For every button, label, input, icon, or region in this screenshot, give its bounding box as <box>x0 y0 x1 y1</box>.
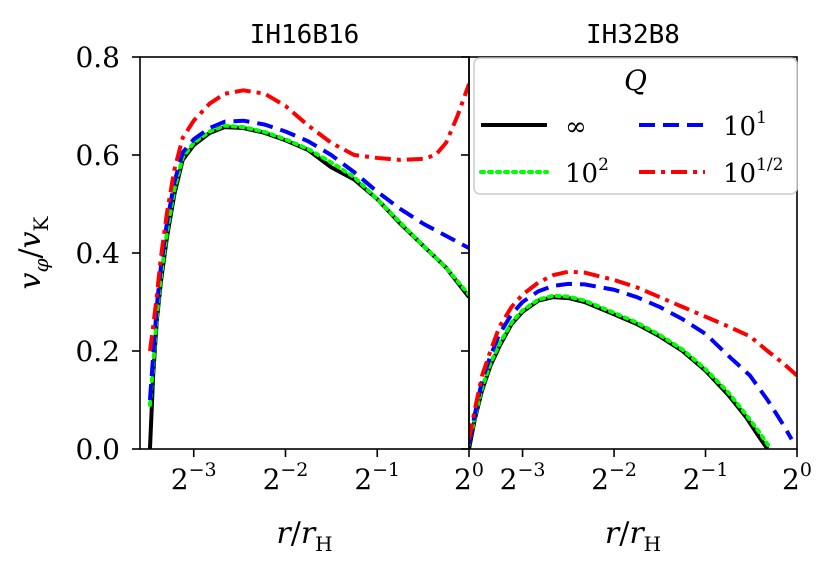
y-axis-label-text: vφ/vK <box>13 215 53 289</box>
panel-1: 2−3 2−2 2−1 20 IH16B16 r/rH <box>132 20 484 556</box>
panel-frame <box>139 56 470 450</box>
legend-item-q1: 101 <box>639 108 767 142</box>
y-tick-label: 0.6 <box>75 139 120 172</box>
series-line-inf <box>469 295 770 449</box>
legend: Q ∞ 101 102 101/2 <box>473 57 798 195</box>
panel-title: IH16B16 <box>250 20 360 50</box>
legend-label: 101 <box>723 108 767 142</box>
x-tick-label: 2−2 <box>591 459 637 496</box>
panels: 2−3 2−2 2−1 20 IH16B16 r/rH 2−3 2−2 2−1 20 IH32B8 r… <box>132 20 812 556</box>
y-tick-label: 0.4 <box>75 237 120 270</box>
series-line-qhalf <box>147 83 469 352</box>
x-tick-label: 2−3 <box>500 459 546 496</box>
legend-item-inf: ∞ <box>481 112 587 142</box>
series-line-qhalf <box>469 269 797 440</box>
series-line-q1 <box>147 118 469 401</box>
x-tick-label: 20 <box>782 459 812 496</box>
y-axis-label: vφ/vK <box>13 215 53 289</box>
x-tick-label: 2−3 <box>171 459 217 496</box>
legend-title: Q <box>624 64 647 97</box>
legend-label: 101/2 <box>723 155 783 189</box>
series-line-inf <box>147 125 469 449</box>
panel-title: IH32B8 <box>586 20 680 50</box>
y-tick-label: 0.8 <box>75 41 120 74</box>
x-tick-label: 2−1 <box>354 459 400 496</box>
y-tick-label: 0.0 <box>75 433 120 466</box>
legend-label: 102 <box>565 155 609 189</box>
x-axis-label: r/rH <box>605 516 661 556</box>
y-tick-labels: 0.0 0.2 0.4 0.6 0.8 <box>75 41 120 466</box>
x-tick-label: 2−2 <box>263 459 309 496</box>
series-line-q1 <box>469 281 794 445</box>
series-line-q2 <box>147 123 469 407</box>
y-tick-label: 0.2 <box>75 335 120 368</box>
x-axis-label: r/rH <box>276 516 332 556</box>
panel-2: 2−3 2−2 2−1 20 IH32B8 r/rH <box>461 20 812 556</box>
legend-item-q2: 102 <box>479 155 609 189</box>
x-tick-label: 20 <box>454 459 484 496</box>
legend-label: ∞ <box>565 112 587 142</box>
series-line-q2 <box>469 293 773 449</box>
legend-box <box>473 57 798 195</box>
x-tick-label: 2−1 <box>683 459 729 496</box>
legend-item-qhalf: 101/2 <box>639 155 783 189</box>
